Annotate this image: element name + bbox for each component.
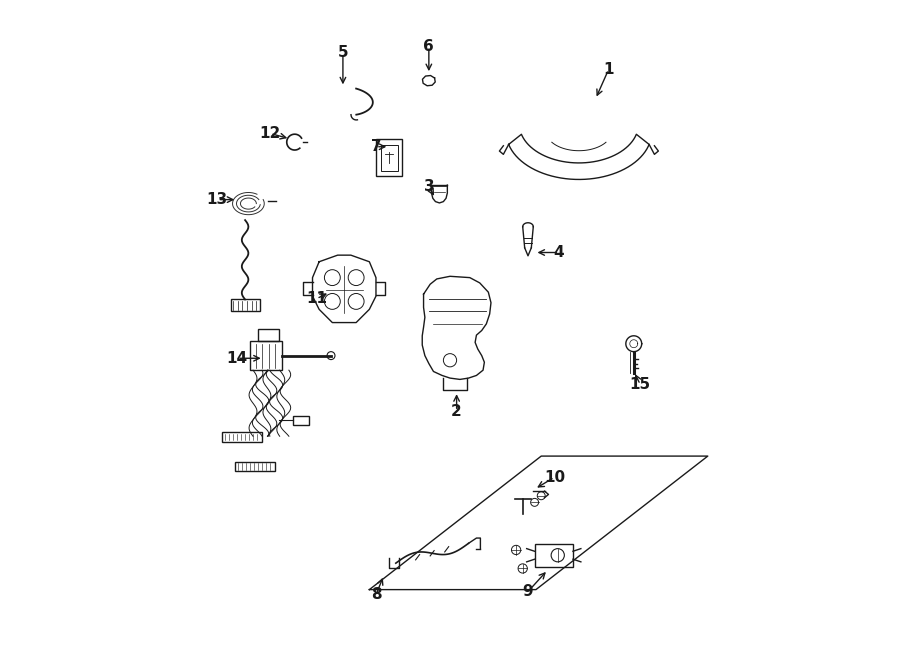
Bar: [222, 432, 262, 442]
Text: 12: 12: [259, 126, 281, 141]
Text: 4: 4: [554, 245, 564, 260]
Bar: [535, 544, 573, 567]
Bar: [235, 462, 274, 471]
Text: 1: 1: [603, 62, 614, 77]
Text: 10: 10: [544, 470, 565, 485]
Text: 5: 5: [338, 46, 348, 60]
Text: 6: 6: [424, 39, 434, 54]
Text: 8: 8: [371, 588, 382, 602]
Text: 11: 11: [306, 292, 327, 306]
Text: 13: 13: [207, 192, 228, 207]
Text: 7: 7: [371, 139, 382, 154]
Text: 2: 2: [451, 404, 462, 418]
Bar: [292, 416, 309, 425]
Bar: [376, 139, 402, 176]
Bar: [258, 329, 280, 341]
Bar: [230, 299, 259, 311]
Text: 3: 3: [424, 179, 434, 194]
Bar: [250, 341, 282, 370]
Text: 15: 15: [630, 377, 651, 392]
Bar: [381, 145, 398, 171]
Text: 9: 9: [523, 584, 534, 599]
Text: 14: 14: [227, 351, 248, 366]
